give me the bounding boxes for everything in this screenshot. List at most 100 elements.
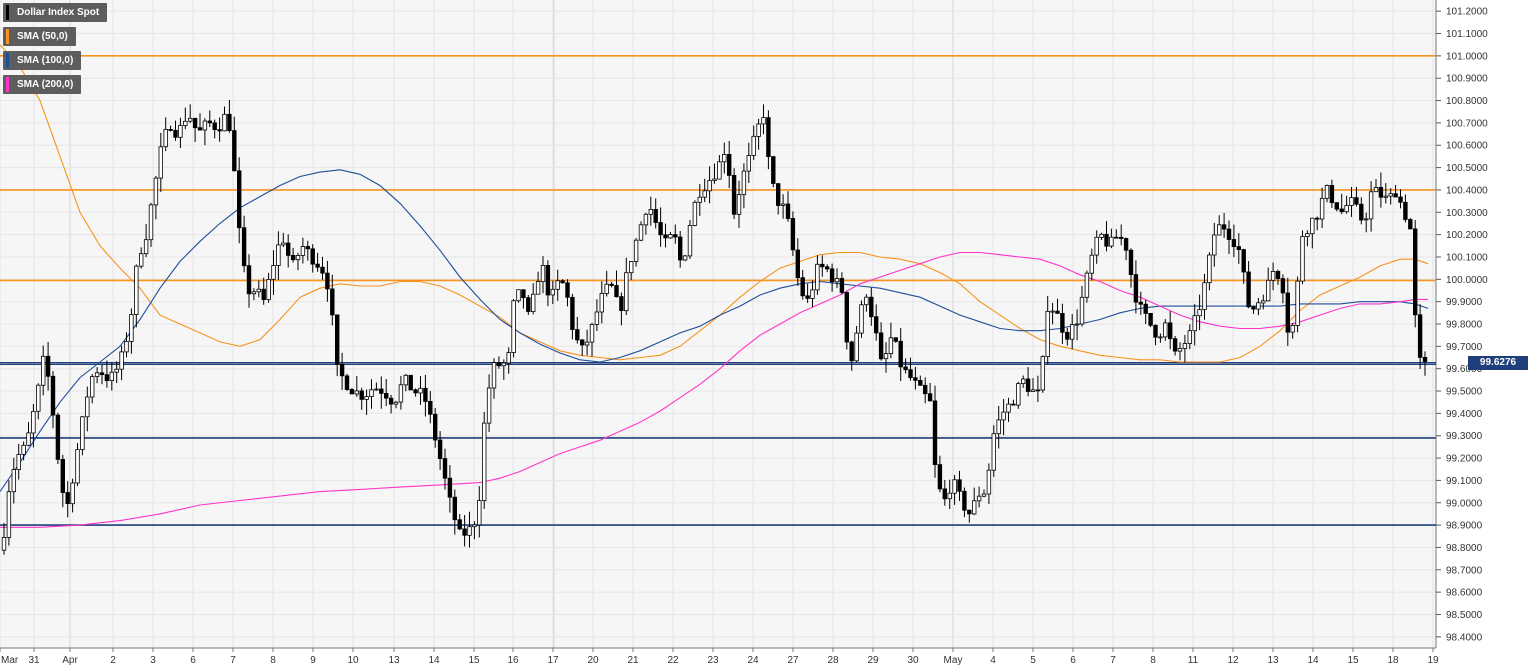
candle-body: [187, 117, 193, 122]
x-tick-label: 7: [230, 655, 236, 666]
candle-body: [217, 129, 222, 132]
candle-body: [21, 444, 26, 455]
legend-item-sma50[interactable]: SMA (50,0): [3, 27, 76, 46]
candle-body: [462, 528, 467, 536]
candle-body: [1373, 186, 1379, 193]
candle-body: [1285, 292, 1290, 333]
candle-body: [94, 372, 100, 377]
candle-body: [241, 227, 247, 267]
candle-body: [403, 374, 408, 386]
y-tick-label: 100.9000: [1446, 74, 1488, 85]
candle-body: [996, 419, 1001, 435]
candle-body: [1236, 246, 1241, 251]
candle-body: [976, 495, 982, 502]
candle-body: [36, 384, 41, 412]
y-tick-label: 99.1000: [1446, 476, 1483, 487]
candle-body: [1011, 403, 1016, 406]
candle-body: [85, 396, 90, 418]
candle-body: [467, 526, 472, 536]
candle-body: [1266, 279, 1271, 302]
candle-body: [501, 362, 506, 367]
candle-body: [771, 156, 776, 184]
candle-body: [815, 263, 820, 291]
candle-body: [202, 120, 208, 131]
candle-body: [1177, 348, 1183, 352]
x-tick-label: 30: [907, 655, 919, 666]
x-tick-label: 18: [1387, 655, 1399, 666]
candle-body: [785, 203, 791, 219]
x-tick-label: 20: [587, 655, 599, 666]
candle-body: [1084, 272, 1090, 298]
candle-body: [1050, 310, 1055, 313]
legend-item-sma200[interactable]: SMA (200,0): [3, 75, 82, 94]
candle-body: [344, 375, 350, 390]
candle-body: [1221, 224, 1227, 230]
candle-body: [1344, 205, 1349, 213]
x-tick-label: 6: [190, 655, 196, 666]
candle-body: [486, 387, 492, 424]
y-tick-label: 98.9000: [1446, 521, 1483, 532]
candle-body: [707, 180, 712, 192]
candle-body: [163, 128, 168, 148]
candle-body: [869, 296, 874, 318]
candle-body: [1300, 236, 1305, 282]
candle-body: [834, 278, 840, 283]
legend-item-sma100[interactable]: SMA (100,0): [3, 51, 82, 70]
candle-body: [756, 123, 761, 137]
candle-body: [212, 122, 217, 131]
candle-body: [1217, 224, 1222, 236]
candle-body: [780, 203, 786, 206]
x-tick-label: 17: [547, 655, 559, 666]
candle-body: [1246, 271, 1251, 308]
legend-item-price[interactable]: Dollar Index Spot: [3, 3, 108, 22]
current-price-tag: 99.6276: [1468, 356, 1528, 370]
x-tick-label: 4: [990, 655, 996, 666]
candle-body: [295, 254, 301, 261]
y-tick-label: 100.7000: [1446, 118, 1488, 129]
candle-body: [741, 170, 747, 196]
candle-body: [1207, 254, 1212, 284]
candle-body: [629, 261, 634, 274]
candle-body: [41, 355, 46, 386]
candle-body: [271, 265, 276, 280]
x-tick-label: 8: [1150, 655, 1156, 666]
candle-body: [178, 125, 183, 138]
x-tick-label: 2: [110, 655, 116, 666]
candle-body: [418, 387, 423, 394]
y-tick-label: 101.0000: [1446, 51, 1488, 62]
candle-body: [521, 289, 526, 299]
candle-body: [687, 224, 693, 257]
candle-body: [227, 113, 232, 132]
candle-body: [1403, 201, 1408, 220]
candle-body: [1388, 193, 1393, 197]
candle-body: [678, 236, 683, 261]
candle-body: [913, 377, 918, 381]
candle-body: [1133, 274, 1139, 303]
candle-body: [1197, 309, 1202, 317]
candle-body: [1030, 389, 1036, 392]
y-tick-label: 100.2000: [1446, 230, 1488, 241]
x-tick-label: 15: [1347, 655, 1359, 666]
x-tick-label: 21: [627, 655, 639, 666]
candle-body: [330, 288, 335, 316]
candle-body: [981, 493, 987, 497]
candle-body: [883, 353, 889, 360]
y-tick-label: 100.3000: [1446, 208, 1488, 219]
candle-body: [972, 500, 977, 515]
y-tick-label: 98.6000: [1446, 588, 1483, 599]
candle-body: [1324, 184, 1330, 199]
candle-body: [148, 204, 154, 241]
candle-body: [555, 280, 560, 290]
x-tick-label: 27: [787, 655, 799, 666]
candle-body: [682, 255, 688, 261]
candle-body: [898, 340, 903, 368]
candle-body: [550, 288, 555, 296]
candle-body: [55, 414, 61, 460]
candle-body: [481, 422, 487, 502]
candle-body: [75, 449, 80, 484]
x-tick-label: 13: [388, 655, 400, 666]
candle-body: [320, 266, 325, 274]
candle-body: [790, 218, 796, 251]
candle-body: [937, 464, 943, 490]
